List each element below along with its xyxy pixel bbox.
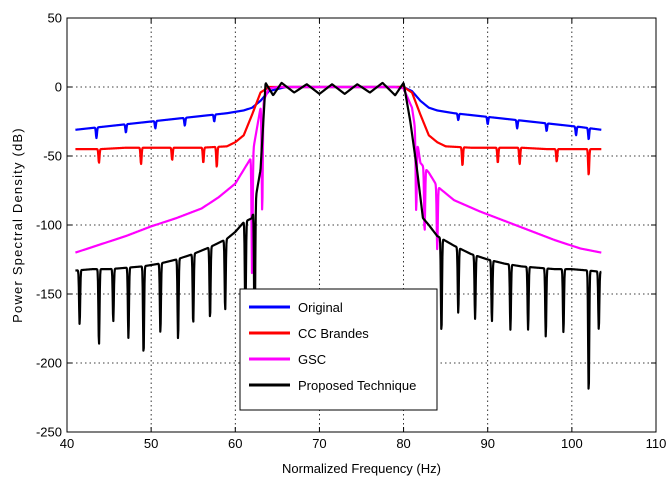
legend-label-3: Proposed Technique [298, 378, 416, 393]
x-tick-label: 40 [60, 436, 74, 451]
series-line-2 [74, 85, 603, 275]
legend-label-2: GSC [298, 352, 326, 367]
series-line-3 [74, 81, 603, 390]
legend-box [239, 288, 438, 411]
x-tick-label: 50 [144, 436, 158, 451]
y-tick-label: -50 [43, 149, 62, 164]
x-tick-label: 70 [312, 436, 326, 451]
x-tick-label: 90 [480, 436, 494, 451]
y-axis-label: Power Spectral Density (dB) [10, 127, 25, 323]
y-tick-label: -150 [36, 287, 62, 302]
y-tick-label: 50 [48, 11, 62, 26]
x-axis-label: Normalized Frequency (Hz) [282, 461, 441, 476]
y-tick-label: -200 [36, 356, 62, 371]
legend: Original CC Brandes GSC Proposed Technique [239, 288, 438, 411]
x-tick-label: 80 [396, 436, 410, 451]
legend-label-0: Original [298, 300, 343, 315]
x-tick-label: 60 [228, 436, 242, 451]
legend-label-1: CC Brandes [298, 326, 369, 341]
x-tick-label: 100 [561, 436, 583, 451]
series-lines [74, 81, 603, 390]
y-tick-label: -250 [36, 425, 62, 440]
y-tick-label: 0 [55, 80, 62, 95]
axis-ticks: 40 50 60 70 80 90 100 110 -250 -200 -150 -100 -50 0 50 [36, 11, 666, 452]
x-tick-label: 110 [646, 436, 667, 451]
y-tick-label: -100 [36, 218, 62, 233]
